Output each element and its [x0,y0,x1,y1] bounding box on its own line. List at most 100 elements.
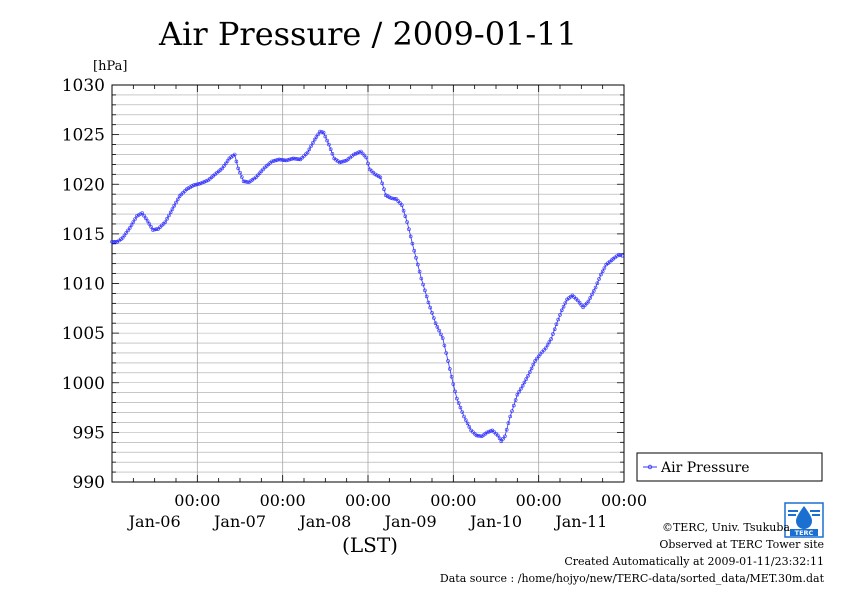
data-point [124,231,128,235]
data-point [232,152,237,157]
data-point [202,180,207,184]
x-tick-label-day: Jan-09 [383,512,437,531]
data-point [497,436,502,441]
data-point [142,213,146,218]
data-point [165,216,169,221]
data-point [407,227,411,231]
data-point [316,132,321,137]
data-point [131,220,136,224]
data-point [511,403,516,408]
data-point [579,303,584,307]
data-point [135,214,139,218]
data-point [399,203,404,207]
data-point [428,305,433,310]
data-point [563,301,568,305]
data-point [577,300,582,305]
data-point [540,350,545,354]
data-point [238,170,242,175]
data-point [456,401,461,405]
data-point [152,227,157,232]
data-point [551,332,555,336]
data-point [133,217,137,221]
data-point [392,197,397,201]
data-point [275,158,280,162]
data-point [408,234,413,239]
data-point [401,208,406,213]
data-point [513,398,518,402]
data-point [287,157,292,162]
data-point [373,172,377,177]
data-point [423,288,427,293]
data-point [499,439,504,444]
data-point [147,222,152,226]
data-point [442,343,447,348]
data-point [351,152,356,157]
data-point [503,434,507,439]
data-point [192,183,196,187]
data-point [391,196,395,201]
data-point [163,220,168,224]
data-point [236,166,240,171]
x-tick-label-time: 00:00 [601,491,647,510]
data-point [273,158,278,163]
data-point [394,197,399,201]
data-point [323,134,328,139]
data-point [543,346,548,350]
data-point [311,141,315,145]
y-tick-label: 1020 [62,175,105,195]
data-point [430,310,434,315]
data-point [378,175,383,180]
data-point [149,225,153,229]
data-point [181,190,185,195]
data-point [599,272,603,277]
data-point [259,169,264,174]
data-point [293,156,297,161]
data-point [110,240,114,244]
data-point [446,359,450,363]
data-point [410,241,415,246]
data-point [506,421,511,425]
data-point [431,316,436,320]
series-line-air-pressure [112,131,623,443]
data-point [586,299,591,304]
data-point [554,322,559,327]
data-point [545,343,550,347]
data-point [575,298,580,303]
x-tick-label-time: 00:00 [260,491,306,510]
data-point [583,303,587,308]
y-axis-label: [hPa] [93,59,127,74]
data-point [295,157,299,161]
data-point [591,289,596,293]
data-point [538,352,543,356]
terc-logo: TERC [784,502,824,538]
data-point [291,156,296,161]
data-point [559,308,564,313]
data-point [595,281,600,286]
data-point [339,160,344,164]
x-tick-labels: 00:00 Jan-06 00:00 Jan-07 00:00 Jan-08 00:00 Ja… [127,491,647,531]
y-tick-label: 990 [73,473,105,493]
data-point [280,158,285,162]
data-point [172,204,176,208]
x-tick-label-time: 00:00 [345,491,391,510]
data-point [561,304,566,309]
data-point [495,433,500,438]
data-point [398,201,402,205]
data-point [186,186,191,190]
data-point [138,212,143,216]
data-point [618,253,623,257]
data-point [176,197,180,202]
data-point [279,157,283,162]
data-point [337,160,342,165]
data-point [314,135,319,139]
data-point [193,182,198,187]
data-point [556,317,561,322]
data-point [558,313,562,317]
data-point [282,158,287,162]
data-point [533,359,537,363]
data-point [593,285,598,290]
data-point [526,373,530,378]
data-point [389,196,393,200]
data-point [318,129,322,134]
